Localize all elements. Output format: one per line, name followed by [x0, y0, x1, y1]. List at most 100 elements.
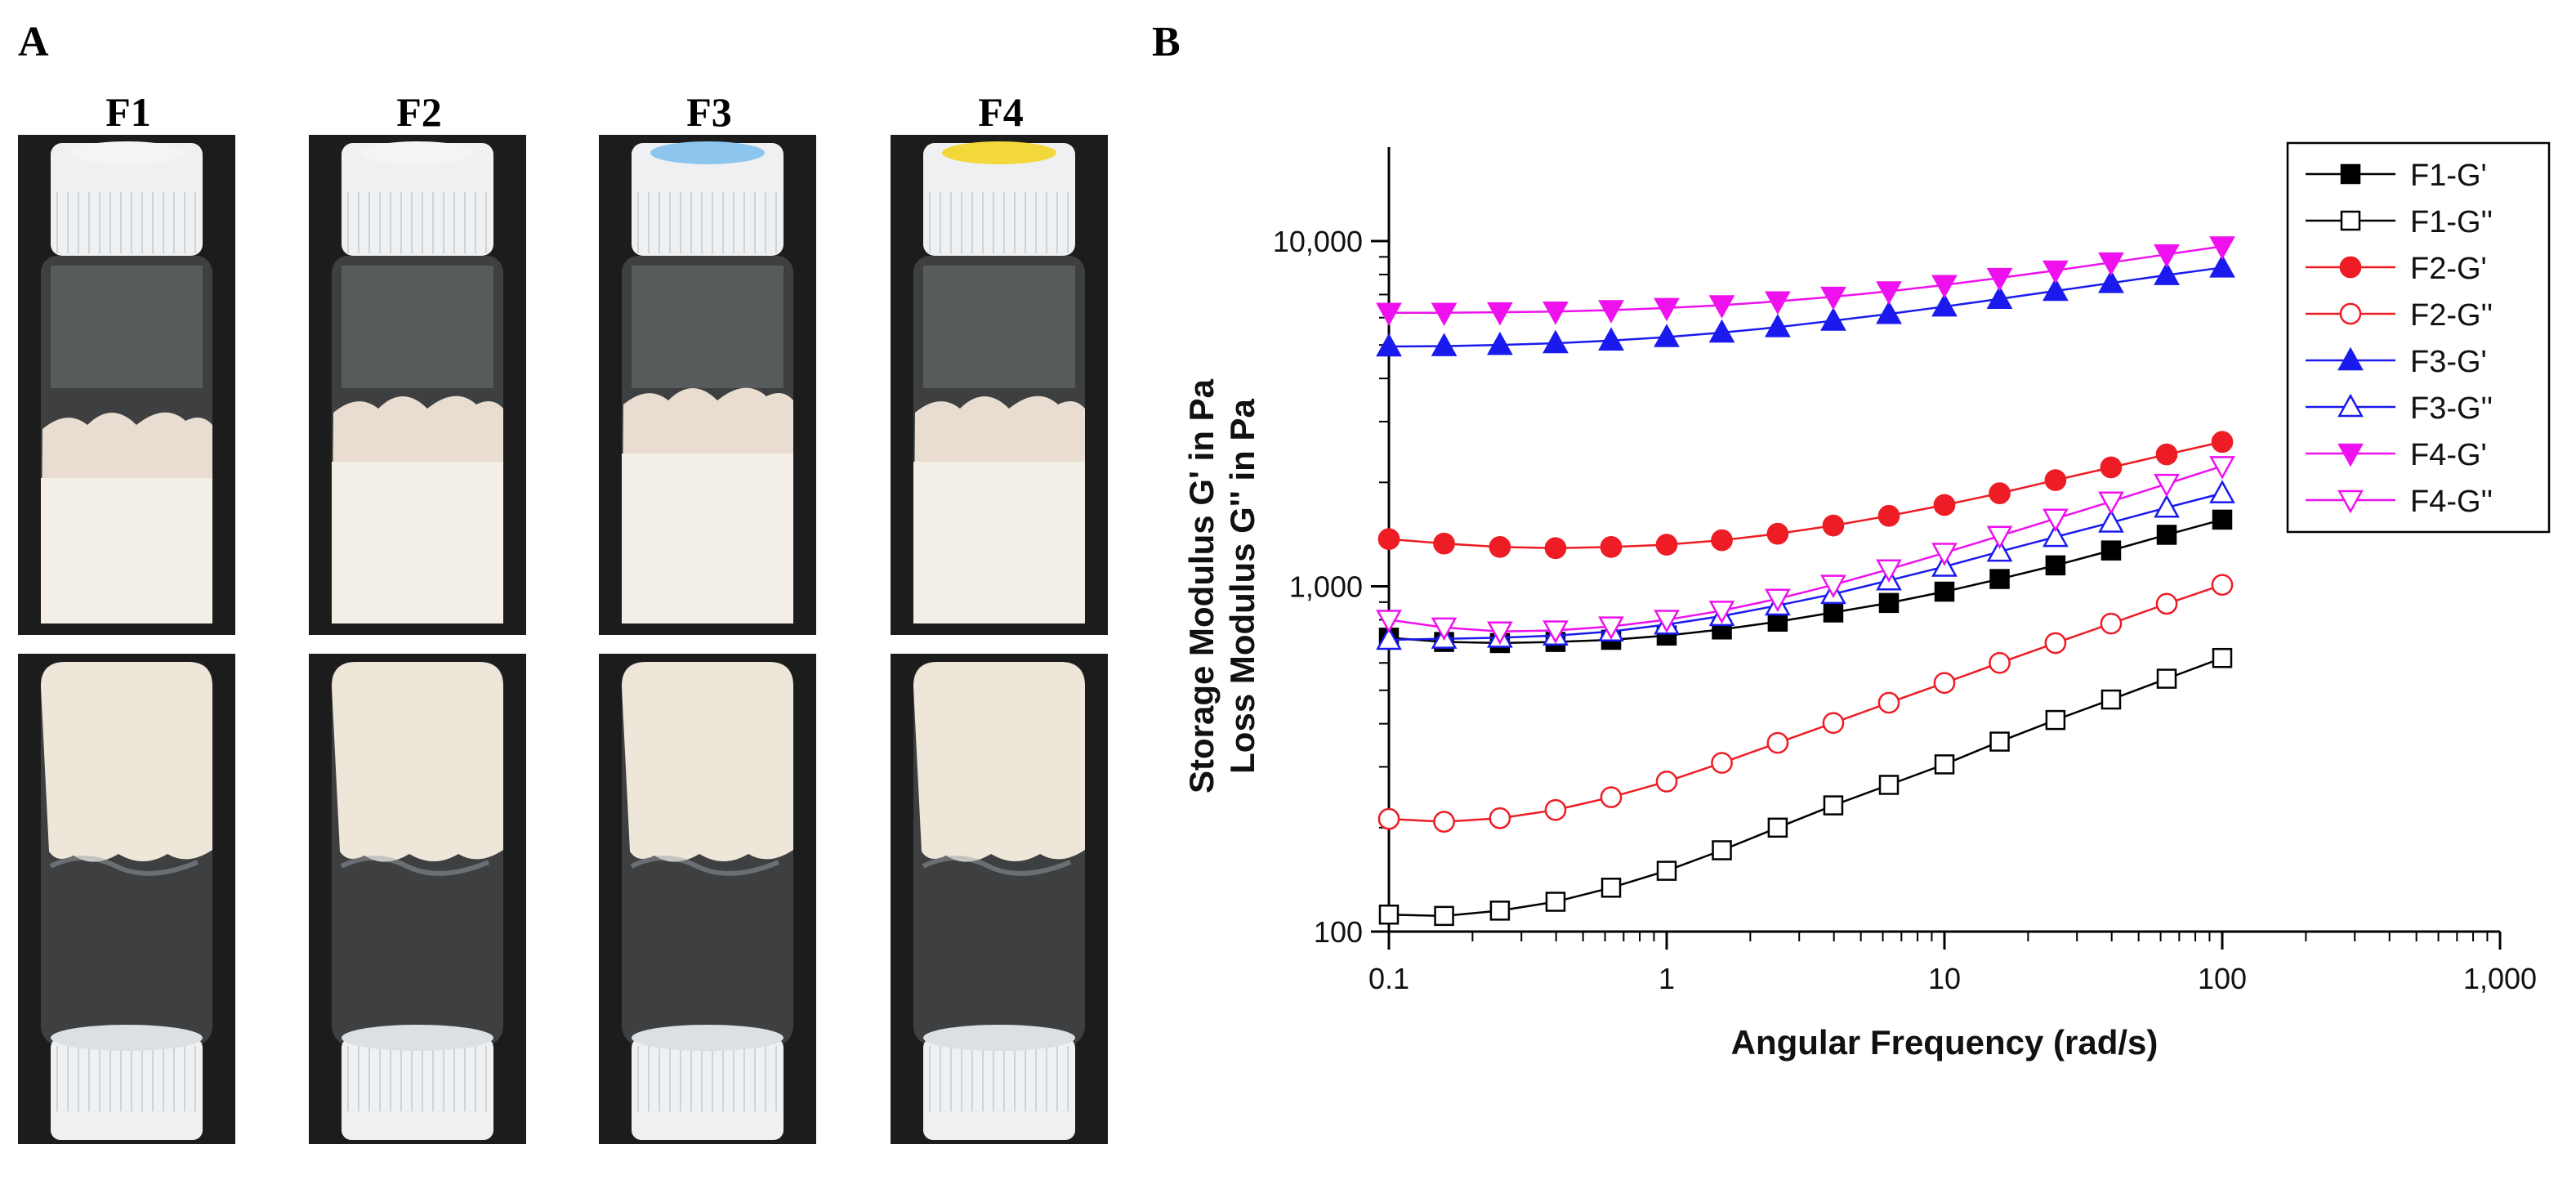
- series-f2-g--group: [1377, 431, 2234, 560]
- data-point: [2209, 480, 2235, 503]
- data-point: [2209, 254, 2235, 278]
- data-point: [1489, 807, 1511, 829]
- data-point: [1933, 672, 1956, 695]
- plot-area: 0.1 1 10 100 1,000 100 1,000 10,000: [1273, 147, 2537, 995]
- legend-label: F1-G': [2410, 159, 2487, 193]
- data-point: [1931, 275, 1958, 299]
- data-point: [1989, 651, 2011, 674]
- data-point: [1823, 795, 1844, 816]
- vial-inverted-illustration: [309, 654, 526, 1144]
- legend-marker: [2337, 393, 2364, 418]
- data-point: [2156, 525, 2177, 545]
- data-point: [1708, 295, 1735, 319]
- data-point: [2045, 555, 2066, 576]
- vial-label-f3: F3: [686, 89, 732, 135]
- vial-photo-upright: [309, 135, 526, 635]
- data-point: [2098, 509, 2124, 533]
- legend-marker: [2340, 210, 2361, 231]
- legend-label: F3-G'': [2410, 391, 2493, 426]
- data-point: [1545, 892, 1566, 912]
- data-point: [1655, 771, 1678, 793]
- data-point: [2209, 236, 2235, 260]
- data-point: [1487, 302, 1513, 326]
- data-point: [2100, 456, 2123, 479]
- data-point: [1654, 324, 1680, 347]
- data-point: [1934, 581, 1955, 602]
- data-point: [2154, 473, 2180, 498]
- data-point: [1765, 588, 1791, 613]
- series-line: [1388, 657, 2223, 918]
- data-point: [2042, 260, 2069, 284]
- vial-photo-upright: [18, 135, 235, 635]
- data-point: [2154, 261, 2180, 285]
- legend-label: F4-G'': [2410, 485, 2493, 519]
- data-point: [1598, 300, 1624, 324]
- data-point: [1876, 281, 1902, 305]
- x-tick-label: 1,000: [2463, 962, 2537, 995]
- data-point: [1655, 534, 1678, 556]
- vial-photo-upright: [599, 135, 816, 635]
- data-point: [1878, 775, 1900, 795]
- data-point: [1989, 482, 2011, 504]
- legend: F1-G' F1-G'' F2-G' F2-G'' F3-G' F3-G'' F4-G' F4…: [2286, 141, 2551, 534]
- y-tick-label: 1,000: [1289, 570, 1363, 604]
- data-point: [1431, 302, 1458, 327]
- data-point: [1376, 626, 1402, 650]
- data-point: [1822, 712, 1845, 735]
- data-point: [2212, 509, 2233, 530]
- legend-marker: [2340, 163, 2361, 185]
- data-point: [2156, 668, 2177, 689]
- data-point: [2154, 494, 2180, 518]
- legend-label: F4-G': [2410, 438, 2487, 472]
- legend-label: F3-G': [2410, 345, 2487, 379]
- data-point: [2098, 270, 2124, 293]
- data-point: [1878, 592, 1900, 614]
- legend-marker: [2337, 346, 2364, 371]
- panel-b-label: B: [1152, 19, 1181, 65]
- data-point: [1989, 569, 2010, 589]
- data-point: [1933, 494, 1956, 516]
- data-point: [2098, 252, 2124, 276]
- data-point: [1712, 840, 1732, 860]
- data-point: [2044, 469, 2067, 491]
- data-point: [1542, 301, 1569, 325]
- series-line: [1389, 245, 2223, 314]
- legend-marker: [2337, 443, 2364, 467]
- data-point: [1989, 731, 2010, 752]
- rheology-chart: 0.1 1 10 100 1,000 100 1,000 10,000 Angular Fre…: [1182, 141, 2551, 1062]
- series-f3-g--group: [1376, 254, 2235, 357]
- data-point: [1376, 333, 1402, 357]
- data-point: [1489, 536, 1511, 558]
- vial-label-f4: F4: [978, 89, 1024, 135]
- data-point: [1600, 786, 1623, 808]
- x-tick-label: 10: [1928, 962, 1961, 995]
- legend-marker: [2339, 256, 2362, 279]
- series-line: [1388, 518, 2223, 645]
- data-point: [1876, 559, 1902, 583]
- data-point: [2101, 540, 2122, 561]
- vial-inverted-illustration: [18, 654, 235, 1144]
- vial-upright-illustration: [891, 135, 1108, 635]
- legend-marker: [2337, 489, 2364, 514]
- data-point: [1877, 691, 1900, 714]
- y-tick-label: 100: [1314, 915, 1363, 949]
- data-point: [2100, 612, 2123, 635]
- vial-upright-illustration: [599, 135, 816, 635]
- panel-a-label: A: [18, 19, 49, 65]
- legend-label: F1-G'': [2410, 205, 2493, 239]
- series-f3-g--group: [1376, 480, 2235, 650]
- data-point: [1376, 302, 1402, 327]
- data-point: [1601, 878, 1622, 898]
- data-point: [2212, 647, 2233, 668]
- x-tick-label: 100: [2198, 962, 2247, 995]
- vial-upright-illustration: [309, 135, 526, 635]
- data-point: [1766, 522, 1789, 545]
- data-point: [1931, 543, 1958, 566]
- data-point: [1986, 285, 2013, 310]
- data-point: [1542, 329, 1569, 354]
- data-point: [1600, 536, 1623, 558]
- vial-inverted-illustration: [599, 654, 816, 1144]
- series-f4-g--group: [1376, 236, 2235, 327]
- data-point: [1544, 537, 1567, 560]
- data-point: [1765, 291, 1791, 315]
